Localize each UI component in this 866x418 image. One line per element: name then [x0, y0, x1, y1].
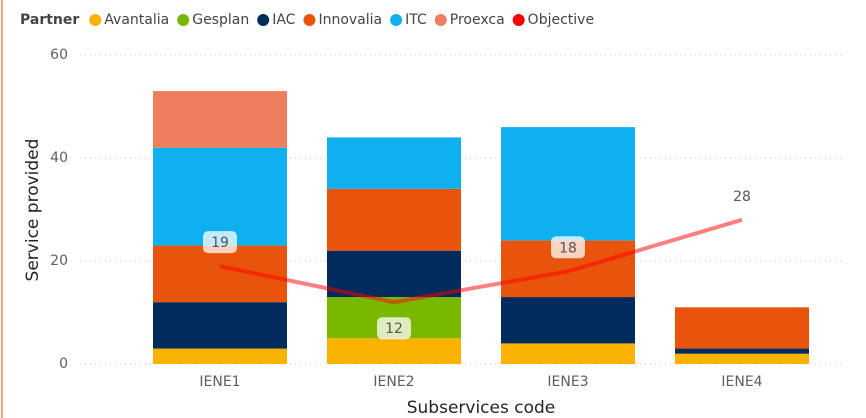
bar-segment — [501, 127, 635, 241]
data-label: 12 — [385, 321, 403, 337]
legend-label: Innovalia — [318, 12, 382, 28]
bar-segment — [327, 250, 461, 298]
legend-label: IAC — [272, 12, 295, 28]
legend-swatch — [89, 14, 102, 26]
y-tick-label: 60 — [50, 47, 68, 63]
data-label-box — [725, 184, 759, 207]
bar-segment — [675, 348, 809, 354]
data-label-box — [377, 317, 411, 340]
bar-segment — [153, 91, 287, 148]
y-tick-label: 0 — [59, 356, 68, 372]
legend-title: Partner — [20, 12, 79, 28]
bar-segment — [675, 307, 809, 349]
legend-swatch — [390, 14, 403, 26]
legend-swatch — [257, 14, 270, 26]
bar-segment — [501, 297, 635, 344]
legend-swatch — [303, 14, 316, 26]
data-label: 18 — [559, 240, 577, 256]
bar-segment — [327, 137, 461, 189]
legend-label: Gesplan — [192, 12, 249, 28]
bar-segment — [153, 147, 287, 246]
x-axis-title: Subservices code — [407, 398, 556, 418]
legend-label: Avantalia — [104, 12, 169, 28]
data-label: 28 — [733, 189, 751, 205]
y-tick-label: 20 — [50, 253, 68, 269]
bar-segment — [327, 188, 461, 251]
legend-label: Objective — [528, 12, 594, 28]
legend-swatch — [177, 14, 190, 26]
x-tick-label: IENE2 — [373, 374, 414, 390]
y-tick-label: 40 — [50, 150, 68, 166]
bar-segment — [153, 348, 287, 364]
bar-segment — [327, 338, 461, 364]
data-label-box — [203, 231, 237, 254]
data-label-box — [551, 236, 585, 259]
data-label: 19 — [211, 235, 229, 251]
x-tick-label: IENE1 — [199, 374, 240, 390]
y-axis-title: Service provided — [23, 139, 43, 282]
legend-swatch — [434, 14, 447, 26]
x-tick-label: IENE3 — [547, 374, 588, 390]
bar-segment — [501, 343, 635, 364]
line — [219, 217, 743, 305]
legend-swatch — [512, 14, 525, 26]
x-tick-label: IENE4 — [721, 374, 762, 390]
bar-segment — [675, 353, 809, 364]
legend-label: Proexca — [450, 12, 505, 28]
bar-segment — [153, 302, 287, 349]
legend-label: ITC — [405, 12, 427, 28]
